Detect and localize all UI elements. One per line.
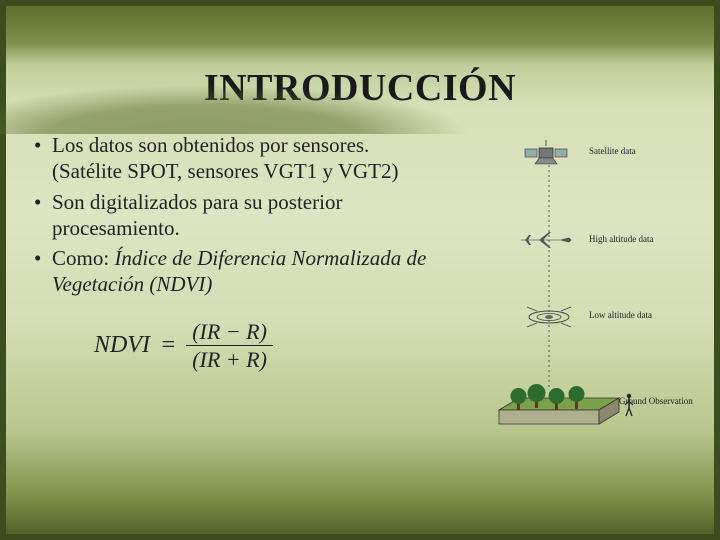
plane-icon	[521, 232, 571, 248]
formula-bar	[186, 345, 273, 346]
bullet-text: Son digitalizados para su posterior proc…	[52, 190, 342, 240]
bullet-list: Los datos son obtenidos por sensores. (S…	[34, 132, 459, 442]
formula-fraction: (IR − R) (IR + R)	[186, 320, 273, 371]
label-low-altitude: Low altitude data	[589, 310, 652, 320]
formula-numerator: (IR − R)	[186, 320, 273, 343]
label-satellite: Satellite data	[589, 146, 636, 156]
formula-denominator: (IR + R)	[186, 348, 273, 371]
bullet-item: Como: Índice de Diferencia Normalizada d…	[34, 245, 459, 298]
bullet-item: Los datos son obtenidos por sensores. (S…	[34, 132, 459, 185]
bullet-text: Los datos son obtenidos por sensores.	[52, 133, 369, 157]
content-row: Los datos son obtenidos por sensores. (S…	[6, 110, 714, 442]
satellite-icon	[525, 140, 567, 164]
formula-lhs: NDVI	[94, 330, 150, 360]
bullet-text-prefix: Como:	[52, 246, 114, 270]
label-ground: Ground Observation	[619, 396, 693, 406]
bullet-item: Son digitalizados para su posterior proc…	[34, 189, 459, 242]
ground-block	[499, 384, 633, 424]
bullet-subtext: (Satélite SPOT, sensores VGT1 y VGT2)	[52, 158, 459, 184]
remote-sensing-diagram: Satellite data High altitude data Low al…	[471, 132, 696, 442]
ndvi-formula: NDVI = (IR − R) (IR + R)	[94, 320, 459, 371]
slide-title: INTRODUCCIÓN	[6, 66, 714, 110]
label-high-altitude: High altitude data	[589, 234, 653, 244]
formula-eq: =	[160, 330, 176, 360]
